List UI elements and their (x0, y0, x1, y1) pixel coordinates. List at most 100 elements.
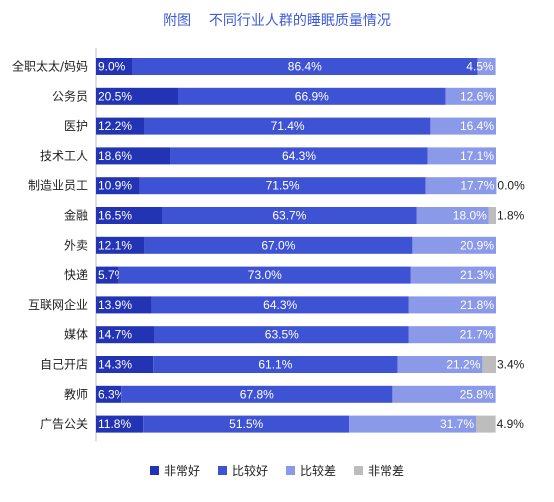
bar-segment (144, 236, 413, 254)
data-label: 12.1% (98, 238, 132, 252)
bar-segment (408, 296, 496, 314)
bar-segment (96, 266, 119, 284)
legend-item: 非常好 (149, 462, 200, 479)
category-label: 外卖 (64, 238, 88, 252)
data-label: 20.9% (460, 238, 494, 252)
category-label: 医护 (64, 119, 88, 133)
legend-label: 比较好 (231, 464, 268, 478)
bar-segment (143, 415, 350, 433)
category-label: 技术工人 (40, 149, 88, 163)
data-label: 64.3% (282, 149, 316, 163)
bar-segment (96, 207, 162, 224)
data-label: 18.0% (453, 209, 487, 223)
data-label: 73.0% (248, 268, 282, 282)
bar-segment (477, 58, 496, 75)
bar-segment (96, 356, 154, 373)
legend-label: 非常差 (368, 464, 405, 478)
legend: 非常好 比较好 比较差 非常差 (0, 462, 554, 479)
legend-swatch (149, 466, 159, 475)
data-label: 11.8% (98, 417, 131, 431)
data-label: 14.7% (98, 328, 132, 342)
data-label: 63.5% (265, 328, 299, 342)
chart-title: 附图 不同行业人群的睡眠质量情况 (163, 13, 391, 29)
data-label: 18.6% (98, 149, 132, 163)
bar-segment (416, 207, 489, 224)
data-label: 61.1% (258, 358, 292, 372)
data-label: 6.3% (98, 387, 126, 401)
bar-segment (96, 87, 178, 105)
bar-segment (118, 266, 411, 284)
data-label: 25.8% (460, 387, 494, 401)
bar-segment (170, 147, 428, 165)
bar-segment (154, 326, 409, 344)
data-label: 0.0% (497, 179, 525, 193)
data-label: 51.5% (229, 417, 263, 431)
category-label: 金融 (64, 208, 88, 223)
data-label: 21.8% (460, 298, 494, 312)
data-label: 71.4% (271, 119, 305, 133)
bar-segment (427, 147, 496, 165)
data-label: 4.9% (497, 417, 525, 431)
data-label: 5.7% (98, 268, 126, 282)
data-label: 13.9% (98, 298, 132, 312)
data-label: 17.7% (460, 179, 494, 193)
data-label: 63.7% (272, 209, 306, 223)
data-label: 16.4% (460, 119, 494, 133)
bar-segment (476, 415, 496, 433)
bar-segment (488, 207, 496, 224)
bar-segment (96, 326, 155, 344)
bar-segment (162, 207, 417, 224)
bar-segment (151, 296, 409, 314)
bar-segment (445, 87, 496, 105)
bar-segment (96, 236, 145, 254)
data-label: 14.3% (98, 358, 132, 372)
bar-segment (96, 58, 132, 75)
data-label: 67.8% (240, 387, 274, 401)
bar-segment (132, 58, 478, 75)
bar-segment (153, 356, 398, 373)
legend-item: 非常差 (354, 462, 404, 479)
bar-segment (96, 117, 145, 135)
data-label: 12.2% (98, 119, 132, 133)
category-label: 教师 (64, 386, 88, 401)
data-label: 66.9% (295, 89, 329, 103)
data-label: 21.7% (460, 328, 494, 342)
legend-swatch (217, 466, 227, 475)
data-label: 3.4% (497, 358, 525, 372)
data-label: 64.3% (263, 298, 297, 312)
data-label: 1.8% (497, 209, 525, 223)
bar-segment (408, 326, 496, 344)
category-label: 制造业员工 (28, 179, 88, 193)
bar-segment (178, 87, 446, 105)
legend-item: 比较差 (286, 462, 336, 479)
bar-segment (96, 385, 122, 403)
bar-segment (482, 356, 496, 373)
data-label: 86.4% (288, 60, 322, 74)
data-label: 20.5% (98, 89, 132, 103)
category-label: 快递 (64, 268, 88, 282)
bar-segment (349, 415, 476, 433)
bar-segment (139, 177, 426, 195)
data-label: 21.3% (460, 268, 494, 282)
category-label: 媒体 (64, 328, 88, 342)
bar-segment (430, 117, 496, 135)
data-label: 12.6% (460, 89, 494, 103)
bar-segment (144, 117, 431, 135)
bar-segment (397, 356, 483, 373)
category-label: 自己开店 (40, 358, 88, 372)
category-label: 广告公关 (40, 417, 88, 431)
category-label: 公务员 (52, 88, 88, 103)
legend-swatch (286, 466, 295, 475)
data-label: 9.0% (98, 60, 126, 74)
bar-segment (96, 415, 144, 433)
bar-segment (121, 385, 393, 403)
bar-segment (392, 385, 496, 403)
bar-segment (96, 147, 171, 165)
data-label: 17.1% (460, 149, 494, 163)
data-label: 31.7% (440, 417, 474, 431)
data-label: 16.5% (98, 209, 132, 223)
legend-label: 比较差 (300, 464, 337, 478)
data-label: 67.0% (261, 238, 295, 252)
bar-segment (96, 296, 152, 314)
